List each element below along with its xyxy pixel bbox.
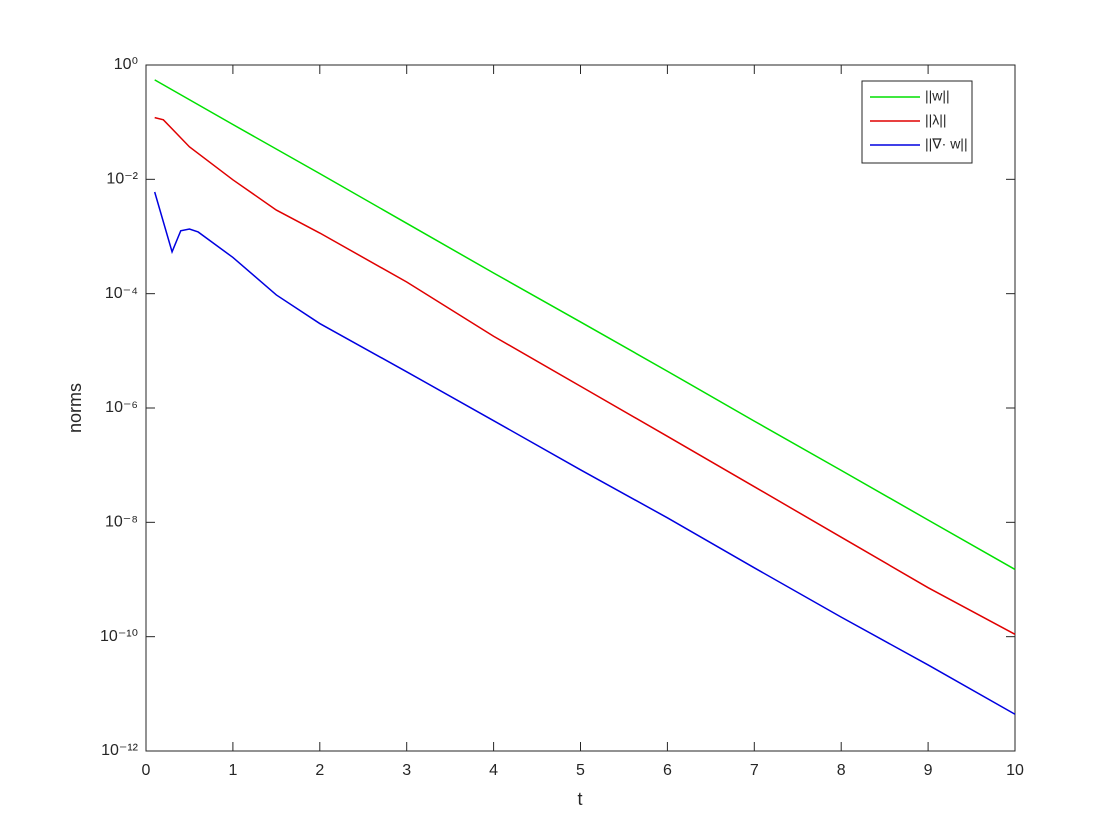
y-tick-label: 10⁻⁶ [105, 399, 138, 416]
y-tick-label: 10⁻¹⁰ [100, 628, 138, 645]
x-tick-label: 6 [663, 762, 672, 779]
series-line [153, 191, 1016, 715]
legend-label: ||λ|| [925, 112, 947, 128]
y-tick-label: 10⁻¹² [101, 742, 139, 759]
y-tick-label: 10⁻⁴ [105, 285, 138, 302]
x-tick-label: 5 [576, 762, 585, 779]
x-tick-label: 8 [837, 762, 846, 779]
series-line [154, 79, 1016, 571]
x-tick-label: 2 [315, 762, 324, 779]
y-tick-label: 10⁻⁸ [105, 514, 138, 531]
x-tick-label: 4 [489, 762, 498, 779]
y-tick-label: 10⁻² [106, 171, 138, 188]
x-tick-label: 3 [402, 762, 411, 779]
y-tick-label: 10⁰ [114, 56, 138, 73]
x-axis-label: t [577, 789, 582, 809]
legend-label: ||∇· w|| [925, 136, 968, 152]
x-tick-label: 10 [1006, 762, 1024, 779]
x-tick-label: 9 [924, 762, 933, 779]
x-tick-label: 1 [228, 762, 237, 779]
y-axis-label: norms [65, 383, 85, 433]
series-line [154, 116, 1016, 635]
legend-label: ||w|| [925, 88, 950, 104]
legend-box [861, 80, 973, 164]
x-tick-label: 7 [750, 762, 759, 779]
x-tick-label: 0 [142, 762, 151, 779]
